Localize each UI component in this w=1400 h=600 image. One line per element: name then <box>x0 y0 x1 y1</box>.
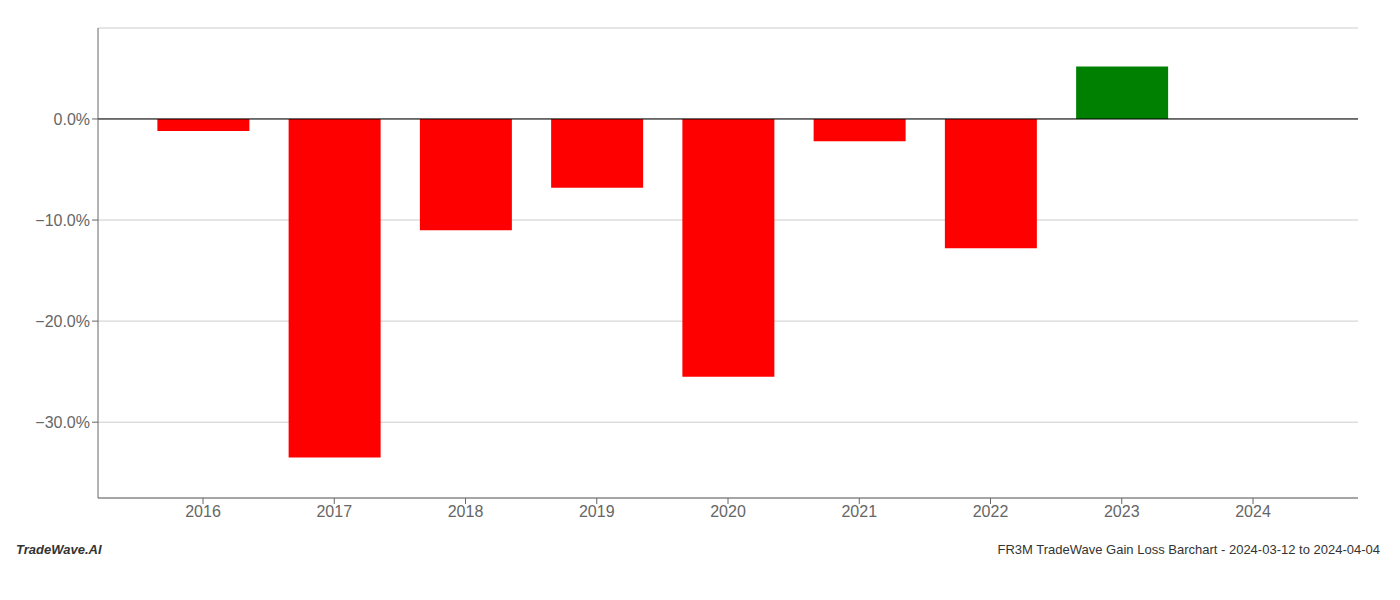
html-text:FR3M TradeWave Gain Loss Barch: FR3M TradeWave Gain Loss Barchart - 2024… <box>997 542 1380 557</box>
svg-text:2016: 2016 <box>185 503 221 520</box>
svg-text:2022: 2022 <box>973 503 1009 520</box>
svg-text:2017: 2017 <box>316 503 352 520</box>
svg-text:2019: 2019 <box>579 503 615 520</box>
svg-text:2024: 2024 <box>1235 503 1271 520</box>
svg-text:0.0%: 0.0% <box>54 111 90 128</box>
svg-text:2020: 2020 <box>710 503 746 520</box>
svg-text:2023: 2023 <box>1104 503 1140 520</box>
html-text:TradeWave.AI: TradeWave.AI <box>16 542 102 557</box>
svg-text:−20.0%: −20.0% <box>35 313 90 330</box>
svg-text:2021: 2021 <box>841 503 877 520</box>
svg-text:2018: 2018 <box>448 503 484 520</box>
svg-text:−10.0%: −10.0% <box>35 212 90 229</box>
svg-text:−30.0%: −30.0% <box>35 414 90 431</box>
